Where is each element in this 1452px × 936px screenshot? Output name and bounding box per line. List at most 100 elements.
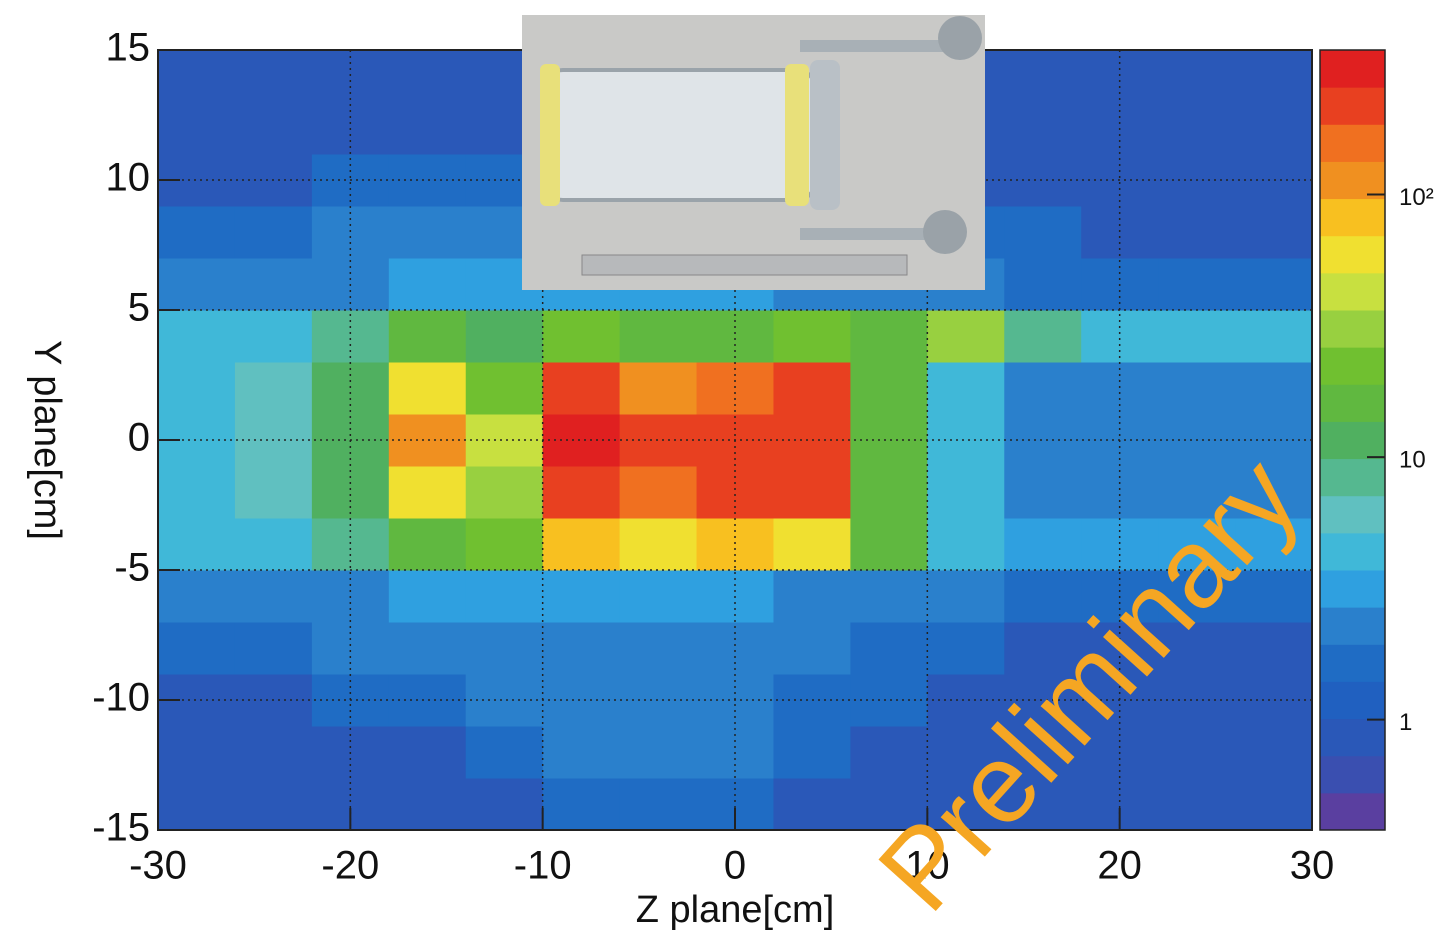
photo-flange bbox=[810, 60, 840, 210]
colorbar-segment bbox=[1320, 718, 1385, 757]
heatmap-cell bbox=[311, 466, 390, 519]
heatmap-cell bbox=[927, 466, 1005, 519]
heatmap-cell bbox=[388, 466, 467, 519]
heatmap-cell bbox=[1158, 206, 1236, 259]
heatmap-cell bbox=[1004, 362, 1082, 415]
heatmap-cell bbox=[158, 622, 236, 675]
heatmap-cell bbox=[1158, 518, 1236, 571]
heatmap-cell bbox=[927, 414, 1005, 467]
heatmap-cell bbox=[850, 362, 928, 415]
heatmap-cell bbox=[234, 258, 313, 311]
heatmap-cell bbox=[542, 310, 621, 363]
heatmap-cell bbox=[158, 518, 236, 571]
heatmap-cell bbox=[388, 622, 467, 675]
y-tick-label: 0 bbox=[128, 416, 150, 460]
heatmap-cell bbox=[1235, 518, 1313, 571]
heatmap-cell bbox=[1158, 258, 1236, 311]
heatmap-cell bbox=[927, 310, 1005, 363]
heatmap-cell bbox=[696, 622, 774, 675]
heatmap-cell bbox=[158, 778, 236, 831]
heatmap-cell bbox=[1158, 778, 1236, 831]
heatmap-cell bbox=[388, 414, 467, 467]
heatmap-cell bbox=[158, 466, 236, 519]
colorbar-tick-label: 10 bbox=[1399, 446, 1426, 473]
heatmap-cell bbox=[1235, 466, 1313, 519]
heatmap-cell bbox=[1004, 258, 1082, 311]
heatmap-cell bbox=[1004, 518, 1082, 571]
heatmap-cell bbox=[388, 102, 467, 155]
heatmap-cell bbox=[850, 570, 928, 623]
heatmap-cell bbox=[850, 726, 928, 779]
heatmap-cell bbox=[1235, 570, 1313, 623]
colorbar-segment bbox=[1320, 198, 1385, 237]
colorbar-segment bbox=[1320, 272, 1385, 311]
heatmap bbox=[158, 50, 1313, 831]
colorbar-segment bbox=[1320, 235, 1385, 274]
heatmap-cell bbox=[388, 362, 467, 415]
heatmap-cell bbox=[773, 726, 851, 779]
heatmap-cell bbox=[1235, 102, 1313, 155]
colorbar-segment bbox=[1320, 570, 1385, 608]
photo-pipe bbox=[800, 40, 950, 52]
heatmap-cell bbox=[465, 310, 544, 363]
heatmap-cell bbox=[388, 154, 467, 207]
x-tick-label: -20 bbox=[321, 844, 379, 888]
heatmap-cell bbox=[158, 726, 236, 779]
photo-cylinder bbox=[543, 68, 817, 202]
heatmap-cell bbox=[542, 570, 621, 623]
heatmap-cell bbox=[1235, 674, 1313, 727]
heatmap-cell bbox=[388, 674, 467, 727]
heatmap-cell bbox=[158, 362, 236, 415]
heatmap-cell bbox=[850, 518, 928, 571]
y-tick-label: 15 bbox=[106, 26, 151, 70]
heatmap-cell bbox=[1004, 466, 1082, 519]
heatmap-cell bbox=[388, 518, 467, 571]
heatmap-cell bbox=[234, 50, 313, 103]
y-tick-label: 5 bbox=[128, 286, 150, 330]
heatmap-cell bbox=[158, 258, 236, 311]
heatmap-cell bbox=[850, 778, 928, 831]
heatmap-cell bbox=[927, 726, 1005, 779]
heatmap-cell bbox=[1004, 570, 1082, 623]
colorbar: 1 10 10² bbox=[1319, 49, 1434, 831]
heatmap-cell bbox=[619, 726, 698, 779]
colorbar-segment bbox=[1320, 495, 1385, 534]
heatmap-cell bbox=[234, 102, 313, 155]
heatmap-cell bbox=[1235, 206, 1313, 259]
heatmap-cell bbox=[465, 362, 544, 415]
heatmap-cell bbox=[850, 414, 928, 467]
heatmap-cell bbox=[773, 622, 851, 675]
photo-pipe bbox=[800, 228, 940, 240]
heatmap-cell bbox=[1158, 102, 1236, 155]
y-tick-label: 10 bbox=[106, 156, 151, 200]
heatmap-cell bbox=[542, 466, 621, 519]
heatmap-cell bbox=[1235, 258, 1313, 311]
heatmap-cell bbox=[619, 310, 698, 363]
heatmap-cell bbox=[1235, 622, 1313, 675]
heatmap-cell bbox=[773, 310, 851, 363]
colorbar-segment bbox=[1320, 532, 1385, 571]
heatmap-cell bbox=[773, 466, 851, 519]
heatmap-cell bbox=[1158, 50, 1236, 103]
heatmap-cell bbox=[619, 778, 698, 831]
heatmap-cell bbox=[465, 622, 544, 675]
heatmap-cell bbox=[388, 258, 467, 311]
heatmap-cell bbox=[234, 570, 313, 623]
heatmap-cell bbox=[1158, 466, 1236, 519]
heatmap-cell bbox=[234, 726, 313, 779]
x-tick-label: 0 bbox=[724, 844, 746, 888]
heatmap-cell bbox=[1235, 310, 1313, 363]
heatmap-cell bbox=[234, 362, 313, 415]
heatmap-cell bbox=[927, 778, 1005, 831]
heatmap-cell bbox=[158, 206, 236, 259]
heatmap-cell bbox=[234, 518, 313, 571]
colorbar-segment bbox=[1320, 458, 1385, 497]
x-axis-label: Z plane[cm] bbox=[636, 889, 835, 931]
colorbar-segment bbox=[1320, 607, 1385, 645]
heatmap-cell bbox=[1004, 206, 1082, 259]
heatmap-cell bbox=[773, 778, 851, 831]
heatmap-cell bbox=[1004, 622, 1082, 675]
heatmap-cell bbox=[619, 674, 698, 727]
heatmap-cell bbox=[1158, 622, 1236, 675]
heatmap-cell bbox=[465, 466, 544, 519]
